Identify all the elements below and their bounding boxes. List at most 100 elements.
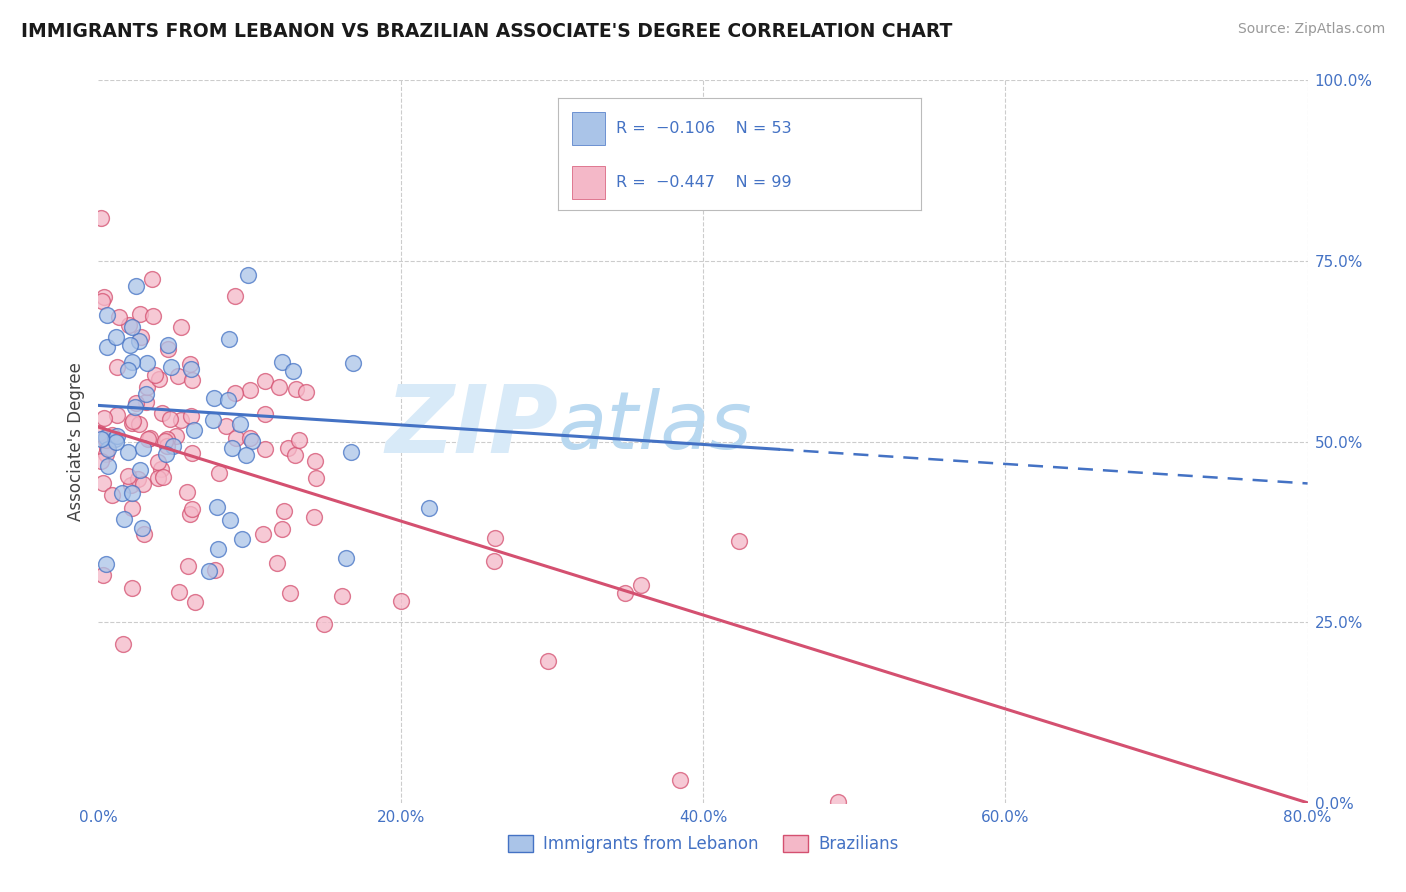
Point <box>181 373 204 387</box>
Point <box>91 568 114 582</box>
Point <box>156 343 179 357</box>
Point <box>221 441 243 455</box>
Point <box>156 338 179 352</box>
Point <box>97 442 120 457</box>
Point <box>225 431 247 445</box>
Point <box>135 394 157 409</box>
Point <box>239 431 262 445</box>
Point <box>101 488 124 502</box>
Point <box>184 595 207 609</box>
Point <box>180 446 202 460</box>
Point <box>266 556 288 570</box>
Point <box>180 409 202 423</box>
Point <box>228 417 250 431</box>
Point <box>132 477 155 491</box>
Point <box>131 442 153 456</box>
Point <box>239 383 262 397</box>
Point <box>125 278 148 293</box>
Point <box>128 334 150 349</box>
Point <box>207 542 229 557</box>
Point <box>142 309 165 323</box>
Point <box>236 268 259 282</box>
Point <box>224 289 246 303</box>
Point <box>90 432 112 446</box>
Point <box>128 463 150 477</box>
Point <box>217 393 239 408</box>
Point <box>342 355 364 369</box>
Point <box>198 564 221 578</box>
Point <box>270 355 292 369</box>
Point <box>205 500 228 514</box>
Point <box>224 385 246 400</box>
Point <box>121 320 143 334</box>
Point <box>160 360 183 375</box>
Point <box>134 527 156 541</box>
Point <box>128 417 150 431</box>
Point <box>285 382 308 396</box>
Point <box>150 406 173 420</box>
Point <box>669 772 692 787</box>
Point <box>277 441 299 455</box>
Point <box>141 272 163 286</box>
Point <box>127 472 149 486</box>
Point <box>253 407 276 421</box>
Point <box>121 355 143 369</box>
Point <box>614 586 637 600</box>
Point <box>312 617 335 632</box>
Point <box>97 458 120 473</box>
Point <box>176 485 198 500</box>
Point <box>96 308 118 322</box>
Point <box>117 444 139 458</box>
Point <box>89 425 111 440</box>
Point <box>104 432 127 446</box>
Point <box>167 585 190 599</box>
Point <box>90 211 112 225</box>
Point <box>155 447 177 461</box>
Point <box>138 431 160 445</box>
Point <box>105 330 128 344</box>
Point <box>827 795 849 809</box>
Point <box>252 526 274 541</box>
Point <box>136 356 159 370</box>
Point <box>153 434 176 448</box>
Point <box>94 447 117 461</box>
Point <box>180 362 202 376</box>
Point <box>129 307 152 321</box>
Point <box>120 478 142 492</box>
Point <box>96 340 118 354</box>
Point <box>121 485 143 500</box>
Point <box>207 467 229 481</box>
Point <box>94 433 117 447</box>
Point <box>93 290 115 304</box>
Point <box>284 449 307 463</box>
Point <box>418 501 440 516</box>
Point <box>235 448 257 462</box>
Point <box>94 430 117 444</box>
Point <box>111 486 134 500</box>
Point <box>152 469 174 483</box>
Point <box>304 510 326 524</box>
Point <box>254 374 277 388</box>
Point <box>240 434 263 449</box>
Point <box>156 439 179 453</box>
Point <box>117 469 139 483</box>
Point <box>93 411 115 425</box>
Point <box>727 534 749 549</box>
Point <box>176 559 198 574</box>
Point <box>94 558 117 572</box>
Point <box>125 395 148 409</box>
Point <box>271 522 294 536</box>
Point <box>135 386 157 401</box>
Point <box>202 413 225 427</box>
Point <box>339 444 361 458</box>
Point <box>482 554 505 568</box>
Point <box>121 416 143 430</box>
Point <box>156 432 179 446</box>
Point <box>165 428 187 442</box>
Point <box>146 455 169 469</box>
Point <box>135 380 157 394</box>
Point <box>118 318 141 333</box>
Point <box>305 471 328 485</box>
Point <box>162 439 184 453</box>
Point <box>269 379 291 393</box>
